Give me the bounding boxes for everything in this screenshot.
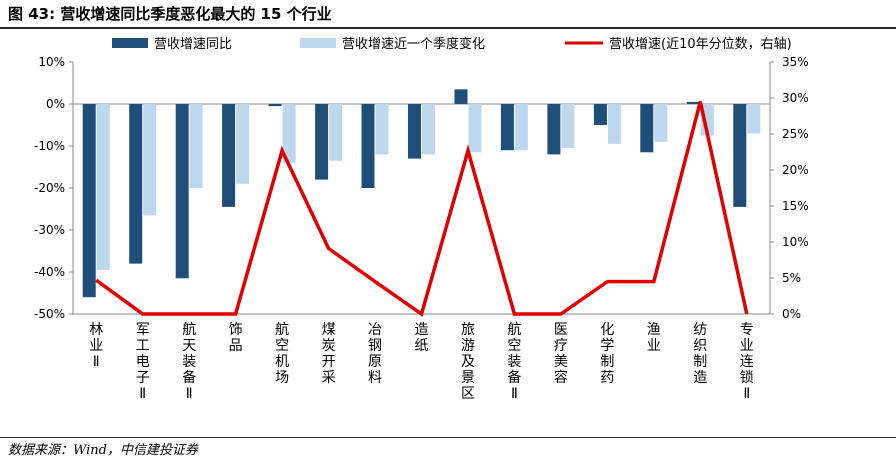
- bar-yoy: [640, 104, 654, 153]
- right-tick-label: 0%: [782, 307, 801, 321]
- right-tick-label: 10%: [782, 235, 809, 249]
- x-tick-label: 旅游及景区: [461, 322, 475, 402]
- x-tick-label: 林业 Ⅱ: [89, 322, 103, 370]
- left-tick-label: 0%: [46, 97, 65, 111]
- bar-yoy: [500, 104, 514, 151]
- x-tick-label: 造纸: [415, 322, 429, 354]
- bar-yoy: [175, 104, 189, 279]
- source-note: 数据来源：Wind，中信建投证券: [8, 443, 198, 458]
- bar-qoq: [422, 104, 435, 155]
- left-tick-label: -10%: [34, 139, 65, 153]
- right-tick-label: 30%: [782, 91, 809, 105]
- bar-series: [82, 89, 761, 298]
- bar-qoq: [189, 104, 203, 188]
- bar-qoq: [607, 104, 621, 144]
- x-tick-label: 航空机场: [275, 322, 289, 386]
- x-tick-label: 航空装备 Ⅱ: [507, 322, 521, 402]
- x-tick-label: 冶钢原料: [368, 322, 382, 386]
- bar-yoy: [454, 89, 468, 104]
- source-divider: [0, 437, 896, 438]
- left-tick-label: -50%: [34, 307, 65, 321]
- legend-label-qoq: 营收增速近一个季度变化: [342, 36, 485, 52]
- chart: 营收增速同比 营收增速近一个季度变化 营收增速(近10年分位数，右轴) 10% 0…: [34, 36, 809, 402]
- x-tick-label: 纺织制造: [693, 322, 707, 386]
- bar-yoy: [268, 104, 282, 107]
- bar-qoq: [236, 104, 250, 184]
- x-axis-labels: 林业 Ⅱ 军工电子 Ⅱ 航天装备 Ⅱ 饰品 航空机场 煤炭开采 冶钢原料 造纸 旅游及景区 航空装备 Ⅱ 医…: [89, 322, 754, 402]
- bar-qoq: [96, 104, 110, 270]
- left-tick-label: -30%: [34, 223, 65, 237]
- axes: 10% 0% -10% -20% -30% -40% -50% 35% 30% 25% 20% 15%…: [34, 55, 809, 321]
- bar-qoq: [654, 104, 668, 142]
- legend-swatch-qoq: [300, 38, 336, 48]
- x-tick-label: 航天装备 Ⅱ: [182, 322, 196, 402]
- bar-qoq: [329, 104, 343, 161]
- x-tick-label: 饰品: [229, 322, 243, 354]
- bar-yoy: [129, 104, 143, 264]
- bar-yoy: [733, 104, 747, 207]
- right-tick-label: 5%: [782, 271, 801, 285]
- line-series: [95, 101, 749, 317]
- bar-qoq: [561, 104, 575, 149]
- legend-label-percentile: 营收增速(近10年分位数，右轴): [609, 37, 792, 52]
- title-divider: [0, 27, 896, 29]
- left-tick-label: 10%: [38, 55, 65, 69]
- bar-qoq: [143, 104, 157, 216]
- right-tick-label: 20%: [782, 163, 809, 177]
- bar-yoy: [547, 104, 561, 155]
- figure-title: 图 43: 营收增速同比季度恶化最大的 15 个行业: [8, 5, 332, 23]
- bar-qoq: [747, 104, 761, 134]
- x-tick-label: 煤炭开采: [322, 322, 336, 386]
- x-tick-label: 军工电子 Ⅱ: [136, 322, 150, 402]
- bar-qoq: [282, 104, 296, 163]
- x-tick-label: 专业连锁 Ⅱ: [740, 322, 754, 402]
- right-tick-label: 35%: [782, 55, 809, 69]
- right-tick-label: 25%: [782, 127, 809, 141]
- bar-yoy: [361, 104, 375, 188]
- bar-yoy: [593, 104, 607, 125]
- bar-yoy: [222, 104, 236, 207]
- bar-qoq: [375, 104, 389, 155]
- bar-yoy: [408, 104, 421, 159]
- x-tick-label: 渔业: [647, 322, 661, 354]
- legend-label-yoy: 营收增速同比: [154, 37, 232, 52]
- bar-yoy: [82, 104, 96, 298]
- right-tick-label: 15%: [782, 199, 809, 213]
- bar-yoy: [315, 104, 329, 180]
- bar-qoq: [468, 104, 482, 153]
- chart-legend: 营收增速同比 营收增速近一个季度变化 营收增速(近10年分位数，右轴): [112, 36, 792, 52]
- x-tick-label: 化学制药: [600, 322, 614, 386]
- bar-qoq: [514, 104, 528, 151]
- legend-swatch-yoy: [112, 38, 148, 48]
- x-tick-label: 医疗美容: [554, 322, 568, 386]
- bar-yoy: [686, 101, 700, 104]
- left-tick-label: -40%: [34, 265, 65, 279]
- left-tick-label: -20%: [34, 181, 65, 195]
- percentile-line: [95, 101, 749, 317]
